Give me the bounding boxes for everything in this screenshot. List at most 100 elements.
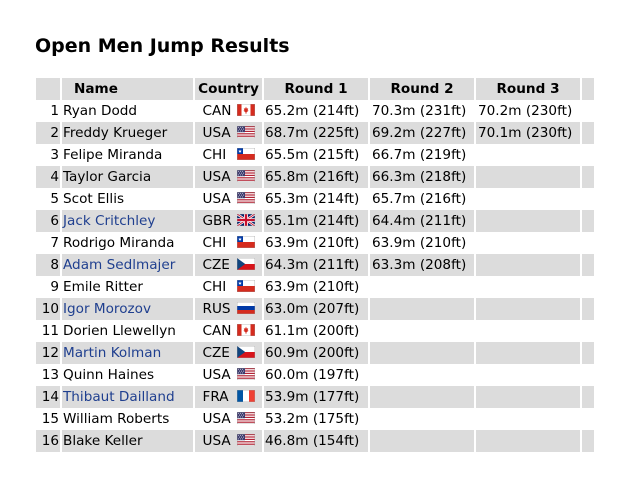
country-code: USA [202, 169, 231, 185]
header-row: Name Country Round 1 Round 2 Round 3 [36, 78, 594, 100]
header-round-3[interactable]: Round 3 [476, 78, 580, 100]
table-row: 1 Ryan Dodd CAN 65.2m (214ft) 70.3m (231ft) 7… [36, 100, 594, 122]
round-1-cell: 46.8m (154ft) [264, 430, 368, 452]
athlete-name-cell: Jack Critchley [62, 210, 193, 232]
country-code: CHI [202, 279, 227, 295]
country-code: CAN [202, 323, 232, 339]
round-1-cell: 63.9m (210ft) [265, 279, 360, 295]
results-table: Name Country Round 1 Round 2 Round 3 1 Ry… [34, 78, 596, 452]
row-end-cell [582, 430, 594, 452]
athlete-name: Rodrigo Miranda [63, 235, 175, 251]
row-end-cell [582, 408, 594, 430]
athlete-name: Blake Keller [63, 433, 143, 449]
athlete-name-cell: Scot Ellis [62, 188, 193, 210]
country-code: CZE [202, 345, 230, 361]
country-cell: CZE [195, 342, 262, 364]
table-row: 8 Adam Sedlmajer CZE 64.3m (211ft) 63.3m (20… [36, 254, 594, 276]
country-cell: CAN [195, 100, 262, 122]
flag-uk-icon [236, 214, 255, 226]
round-1-cell: 60.9m (200ft) [264, 342, 368, 364]
athlete-name-link[interactable]: Thibaut Dailland [63, 389, 175, 405]
country-cell: CHI [195, 276, 262, 298]
country-cell: USA [195, 166, 262, 188]
rank-cell: 16 [36, 430, 60, 452]
athlete-name-cell: Igor Morozov [62, 298, 193, 320]
rank-cell: 14 [36, 386, 60, 408]
flag-chile-icon [236, 280, 255, 292]
flag-usa-icon [236, 368, 255, 380]
country-code: CZE [202, 257, 230, 273]
round-3-cell [476, 210, 580, 232]
athlete-name-link[interactable]: Igor Morozov [63, 301, 152, 317]
table-row: 3 Felipe Miranda CHI 65.5m (215ft) 66.7m (21… [36, 144, 594, 166]
header-round-2[interactable]: Round 2 [370, 78, 474, 100]
athlete-name: Emile Ritter [63, 279, 143, 295]
table-row: 10 Igor Morozov RUS 63.0m (207ft) [36, 298, 594, 320]
flag-france-icon [236, 390, 255, 402]
round-2-cell [370, 320, 474, 342]
table-row: 16 Blake Keller USA 46.8m (154ft) [36, 430, 594, 452]
header-country[interactable]: Country [195, 78, 262, 100]
athlete-name: Ryan Dodd [63, 103, 138, 119]
header-round-1[interactable]: Round 1 [264, 78, 368, 100]
flag-usa-icon [236, 126, 255, 138]
rank-cell: 2 [36, 122, 60, 144]
round-2-cell [370, 364, 474, 386]
country-code: USA [202, 411, 231, 427]
country-cell: FRA [195, 386, 262, 408]
round-2-cell: 66.7m (219ft) [372, 147, 467, 163]
round-3-cell: 70.2m (230ft) [478, 103, 573, 119]
country-code: FRA [202, 389, 229, 405]
rank-cell: 10 [36, 298, 60, 320]
row-end-cell [582, 276, 594, 298]
country-code: RUS [202, 301, 231, 317]
athlete-name-link[interactable]: Martin Kolman [63, 345, 162, 361]
row-end-cell [582, 188, 594, 210]
row-end-cell [582, 364, 594, 386]
round-1-cell: 53.2m (175ft) [265, 411, 360, 427]
rank-cell: 6 [36, 210, 60, 232]
country-code: USA [202, 433, 231, 449]
country-cell: CZE [195, 254, 262, 276]
athlete-name-cell: William Roberts [62, 408, 193, 430]
athlete-name-cell: Felipe Miranda [62, 144, 193, 166]
round-2-cell: 69.2m (227ft) [370, 122, 474, 144]
athlete-name: Felipe Miranda [63, 147, 163, 163]
round-3-cell [476, 342, 580, 364]
row-end-cell [582, 298, 594, 320]
athlete-name: Quinn Haines [63, 367, 155, 383]
round-3-cell [476, 320, 580, 342]
flag-canada-icon [236, 324, 255, 336]
rank-cell: 13 [41, 367, 59, 383]
round-1-cell: 65.2m (214ft) [265, 103, 360, 119]
round-2-cell: 63.9m (210ft) [372, 235, 467, 251]
row-end-cell [582, 342, 594, 364]
table-row: 9 Emile Ritter CHI 63.9m (210ft) [36, 276, 594, 298]
row-end-cell [582, 254, 594, 276]
country-code: USA [202, 367, 231, 383]
athlete-name: Scot Ellis [63, 191, 125, 207]
rank-cell: 15 [41, 411, 59, 427]
athlete-name-cell: Dorien Llewellyn [62, 320, 193, 342]
table-row: 15 William Roberts USA 53.2m (175ft) [36, 408, 594, 430]
athlete-name: Dorien Llewellyn [63, 323, 176, 339]
rank-cell: 4 [36, 166, 60, 188]
round-3-cell [476, 254, 580, 276]
round-2-cell: 63.3m (208ft) [370, 254, 474, 276]
table-row: 11 Dorien Llewellyn CAN 61.1m (200ft) [36, 320, 594, 342]
athlete-name-cell: Quinn Haines [62, 364, 193, 386]
header-name[interactable]: Name [62, 78, 193, 100]
country-cell: USA [195, 122, 262, 144]
country-code: CHI [202, 147, 227, 163]
flag-usa-icon [236, 434, 255, 446]
round-3-cell [476, 232, 580, 254]
athlete-name-link[interactable]: Jack Critchley [63, 213, 156, 229]
round-3-cell [476, 408, 580, 430]
round-3-cell [476, 276, 580, 298]
flag-usa-icon [236, 192, 255, 204]
round-1-cell: 60.0m (197ft) [265, 367, 360, 383]
round-3-cell [476, 188, 580, 210]
athlete-name-link[interactable]: Adam Sedlmajer [63, 257, 176, 273]
round-2-cell [370, 276, 474, 298]
country-cell: RUS [195, 298, 262, 320]
